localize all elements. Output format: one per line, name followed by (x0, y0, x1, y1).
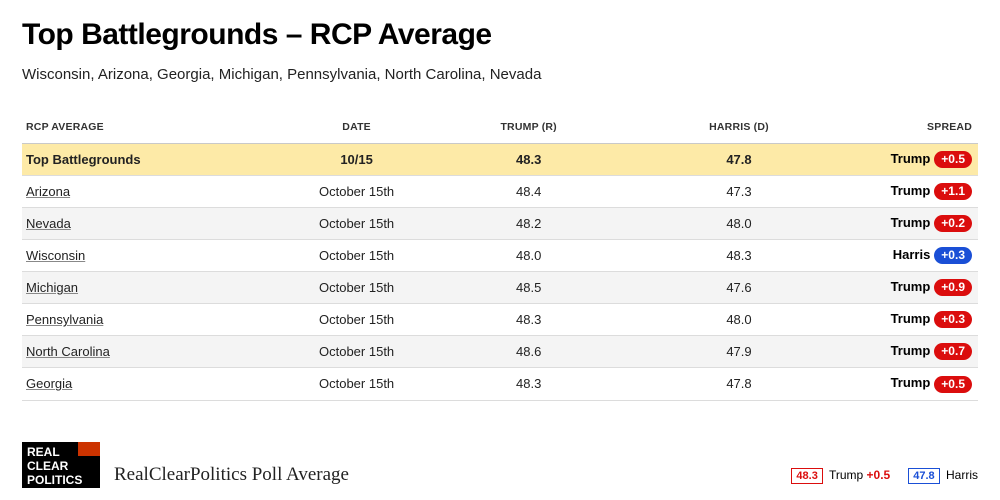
page-subtitle: Wisconsin, Arizona, Georgia, Michigan, P… (22, 66, 978, 83)
row-trump-value: 48.4 (424, 176, 634, 208)
row-trump-value: 48.2 (424, 208, 634, 240)
row-name[interactable]: Arizona (22, 176, 290, 208)
row-harris-value: 48.0 (634, 208, 844, 240)
summary-trump-margin: +0.5 (867, 468, 891, 482)
spread-leader: Trump (891, 343, 931, 358)
poll-average-table: RCP AVERAGE DATE TRUMP (R) HARRIS (D) SP… (22, 111, 978, 401)
table-row: MichiganOctober 15th48.547.6Trump+0.9 (22, 272, 978, 304)
row-spread: Trump+0.2 (844, 208, 978, 240)
summary-harris: 47.8 Harris (908, 468, 978, 484)
spread-margin-badge: +0.9 (934, 279, 972, 296)
row-harris-value: 47.3 (634, 176, 844, 208)
logo-flag-icon (78, 442, 100, 456)
table-row: Top Battlegrounds10/1548.347.8Trump+0.5 (22, 144, 978, 176)
row-date: October 15th (290, 368, 424, 400)
col-header-date: DATE (290, 111, 424, 144)
row-harris-value: 47.6 (634, 272, 844, 304)
row-date: October 15th (290, 336, 424, 368)
spread-margin-badge: +1.1 (934, 183, 972, 200)
spread-leader: Trump (891, 279, 931, 294)
row-trump-value: 48.3 (424, 304, 634, 336)
spread-margin-badge: +0.7 (934, 343, 972, 360)
row-name[interactable]: North Carolina (22, 336, 290, 368)
row-date: October 15th (290, 304, 424, 336)
footer-caption: RealClearPolitics Poll Average (114, 464, 349, 488)
spread-leader: Trump (891, 311, 931, 326)
rcp-logo: REAL CLEAR POLITICS (22, 442, 100, 488)
row-trump-value: 48.5 (424, 272, 634, 304)
row-name[interactable]: Pennsylvania (22, 304, 290, 336)
spread-leader: Trump (891, 215, 931, 230)
row-date: October 15th (290, 240, 424, 272)
summary-trump-label: Trump (829, 468, 863, 482)
spread-margin-badge: +0.3 (934, 247, 972, 264)
col-header-harris: HARRIS (D) (634, 111, 844, 144)
row-spread: Trump+0.7 (844, 336, 978, 368)
logo-line: POLITICS (27, 474, 95, 488)
table-row: ArizonaOctober 15th48.447.3Trump+1.1 (22, 176, 978, 208)
row-harris-value: 47.8 (634, 368, 844, 400)
row-harris-value: 48.0 (634, 304, 844, 336)
row-trump-value: 48.6 (424, 336, 634, 368)
row-harris-value: 47.8 (634, 144, 844, 176)
row-spread: Trump+0.5 (844, 368, 978, 400)
row-spread: Trump+0.5 (844, 144, 978, 176)
row-name[interactable]: Georgia (22, 368, 290, 400)
spread-margin-badge: +0.2 (934, 215, 972, 232)
row-name: Top Battlegrounds (22, 144, 290, 176)
page-title: Top Battlegrounds – RCP Average (22, 18, 978, 52)
row-spread: Harris+0.3 (844, 240, 978, 272)
footer-summary: 48.3 Trump +0.5 47.8 Harris (791, 468, 978, 488)
row-date: 10/15 (290, 144, 424, 176)
summary-trump-value: 48.3 (791, 468, 822, 484)
spread-margin-badge: +0.5 (934, 376, 972, 393)
table-row: PennsylvaniaOctober 15th48.348.0Trump+0.… (22, 304, 978, 336)
spread-margin-badge: +0.3 (934, 311, 972, 328)
row-date: October 15th (290, 208, 424, 240)
summary-trump: 48.3 Trump +0.5 (791, 468, 890, 484)
spread-margin-badge: +0.5 (934, 151, 972, 168)
row-name[interactable]: Nevada (22, 208, 290, 240)
spread-leader: Trump (891, 375, 931, 390)
table-row: WisconsinOctober 15th48.048.3Harris+0.3 (22, 240, 978, 272)
row-name[interactable]: Michigan (22, 272, 290, 304)
row-harris-value: 48.3 (634, 240, 844, 272)
row-trump-value: 48.3 (424, 144, 634, 176)
logo-line: CLEAR (27, 460, 95, 474)
table-row: GeorgiaOctober 15th48.347.8Trump+0.5 (22, 368, 978, 400)
row-name[interactable]: Wisconsin (22, 240, 290, 272)
col-header-spread: SPREAD (844, 111, 978, 144)
summary-harris-label: Harris (946, 468, 978, 482)
table-header-row: RCP AVERAGE DATE TRUMP (R) HARRIS (D) SP… (22, 111, 978, 144)
row-harris-value: 47.9 (634, 336, 844, 368)
row-trump-value: 48.3 (424, 368, 634, 400)
row-date: October 15th (290, 176, 424, 208)
row-spread: Trump+1.1 (844, 176, 978, 208)
page-footer: REAL CLEAR POLITICS RealClearPolitics Po… (22, 442, 978, 488)
col-header-trump: TRUMP (R) (424, 111, 634, 144)
spread-leader: Trump (891, 151, 931, 166)
spread-leader: Trump (891, 183, 931, 198)
row-trump-value: 48.0 (424, 240, 634, 272)
col-header-name: RCP AVERAGE (22, 111, 290, 144)
spread-leader: Harris (893, 247, 931, 262)
table-row: North CarolinaOctober 15th48.647.9Trump+… (22, 336, 978, 368)
row-spread: Trump+0.9 (844, 272, 978, 304)
row-spread: Trump+0.3 (844, 304, 978, 336)
table-row: NevadaOctober 15th48.248.0Trump+0.2 (22, 208, 978, 240)
summary-harris-value: 47.8 (908, 468, 939, 484)
row-date: October 15th (290, 272, 424, 304)
